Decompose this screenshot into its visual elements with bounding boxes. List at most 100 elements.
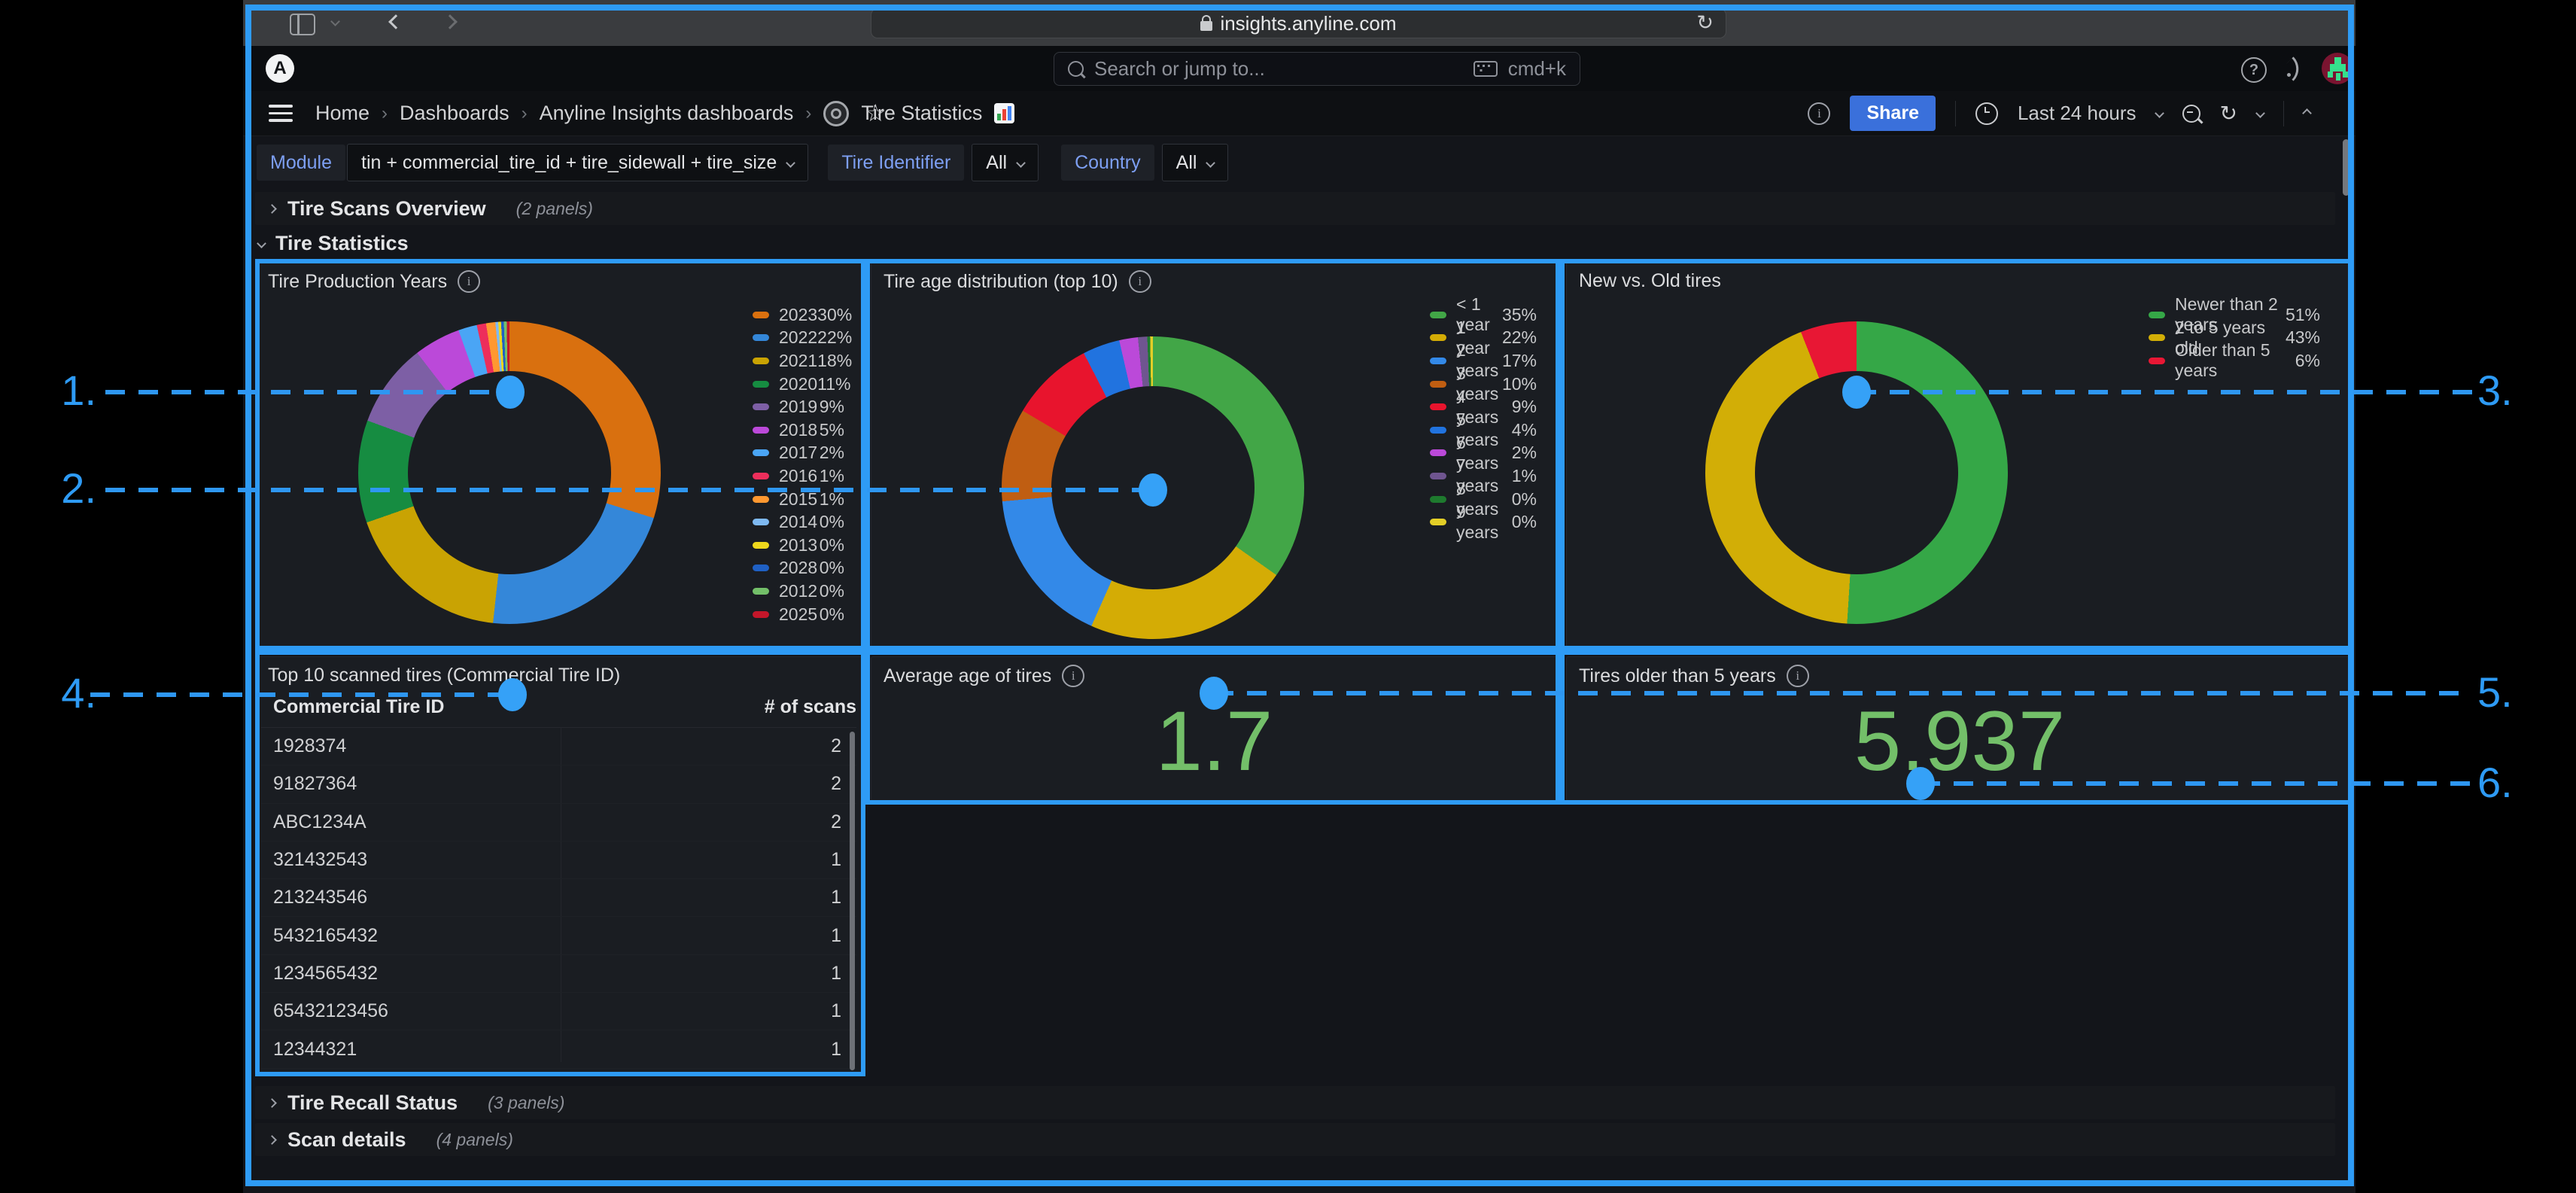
legend-row[interactable]: 5 years 4% [1430,409,1537,449]
legend-row[interactable]: 7 years 1% [1430,455,1537,495]
cell-scan-count: 2 [831,735,841,757]
legend-value: 51% [2285,304,2320,324]
toolbar-actions: i Share Last 24 hours ↻ [1808,91,2312,135]
annotation-dot-1 [496,376,525,409]
user-avatar[interactable] [2322,53,2353,84]
table-row: 213243546 1 [261,879,856,918]
legend-row[interactable]: 9 years 0% [1430,502,1537,542]
legend-row[interactable]: 2017 2% [753,442,844,465]
legend-row[interactable]: < 1 year 35% [1430,294,1537,334]
share-button[interactable]: Share [1850,96,1936,131]
row-tire-scans-overview[interactable]: Tire Scans Overview (2 panels) [255,192,2335,225]
breadcrumb-folder[interactable]: Anyline Insights dashboards [539,102,794,124]
cell-scan-count: 1 [831,962,841,984]
table-scrollbar[interactable] [850,732,855,1070]
legend-row[interactable]: 2021 18% [753,349,852,373]
legend-row[interactable]: 2012 0% [753,580,844,603]
row-tire-statistics[interactable]: Tire Statistics [257,232,409,255]
reload-icon[interactable]: ↻ [1696,11,1714,34]
zoom-out-icon[interactable] [2182,104,2200,123]
legend-row[interactable]: 2020 11% [753,373,851,396]
legend-row[interactable]: 2016 1% [753,464,844,488]
legend-label: Older than 5 years [2175,340,2270,381]
legend-label: 2021 [779,350,818,370]
back-icon[interactable] [388,14,403,29]
news-rss-icon[interactable] [2283,57,2305,80]
org-logo[interactable]: A [266,54,294,83]
help-icon[interactable]: ? [2241,57,2267,83]
legend-color-pill [1430,380,1446,388]
column-num-scans[interactable]: # of scans [764,696,856,717]
filter-value-module[interactable]: tin + commercial_tire_id + tire_sidewall… [347,144,809,181]
table-row: 12344321 1 [261,1030,856,1069]
tire-wheel-icon [823,100,850,126]
legend-row[interactable]: 8 years 0% [1430,479,1537,519]
cell-scan-count: 2 [831,811,841,832]
legend-color-pill [2149,311,2165,318]
legend-row[interactable]: 2023 30% [753,303,852,327]
info-icon[interactable]: i [1062,665,1085,687]
legend-row[interactable]: 2028 0% [753,557,844,580]
breadcrumb-home[interactable]: Home [315,102,370,124]
annotation-label-5: 5. [2477,668,2513,716]
page-scrollbar[interactable] [2343,139,2349,196]
filter-value-tire-identifier[interactable]: All [972,144,1039,181]
sidebar-toggle-icon[interactable] [290,14,315,35]
legend-row[interactable]: 2018 5% [753,418,844,442]
legend-row[interactable]: 2013 0% [753,534,844,557]
info-icon[interactable]: i [1128,270,1151,293]
legend-label: 2025 [779,604,818,624]
legend-row[interactable]: 6 years 2% [1430,433,1537,473]
legend-value: 6% [2295,350,2320,370]
legend-row[interactable]: Newer than 2 years 51% [2149,294,2320,334]
column-commercial-tire-id[interactable]: Commercial Tire ID [273,696,445,717]
search-input[interactable]: Search or jump to... cmd+k [1054,52,1580,86]
row-tire-recall-status[interactable]: Tire Recall Status (3 panels) [255,1086,2335,1119]
menu-icon[interactable] [269,105,293,122]
donut-new-vs-old[interactable] [1705,321,2008,624]
url-text: insights.anyline.com [1220,11,1397,35]
collapse-toolbar-icon[interactable] [2302,108,2312,118]
legend-label: 2019 [779,397,818,417]
info-icon[interactable]: i [458,270,481,293]
legend-row[interactable]: 1 year 22% [1430,318,1537,358]
donut-tire-production-years[interactable] [358,321,661,624]
cell-scan-count: 2 [831,773,841,795]
legend-row[interactable]: 4 years 9% [1430,387,1537,427]
cell-scan-count: 1 [831,1000,841,1022]
legend-label: 3 years [1456,364,1499,404]
dashboard-info-icon[interactable]: i [1808,102,1831,125]
legend-row[interactable]: 3 years 10% [1430,364,1537,403]
table-row: 91827364 2 [261,765,856,804]
legend-color-pill [753,565,769,572]
info-icon[interactable]: i [1786,665,1809,687]
annotation-dot-6 [1906,767,1935,800]
row-scan-details[interactable]: Scan details (4 panels) [255,1123,2335,1156]
legend-row[interactable]: Older than 5 years 6% [2149,340,2320,380]
breadcrumb-current: Tire Statistics [861,102,983,124]
table-row: 1234565432 1 [261,955,856,994]
legend-row[interactable]: 2 years 17% [1430,340,1537,380]
legend-row[interactable]: 2 to 5 years old 43% [2149,318,2320,358]
address-bar[interactable]: insights.anyline.com ↻ [871,8,1726,38]
row-collapse-icon [257,239,266,248]
chevron-down-icon [1016,157,1026,168]
filter-value-country[interactable]: All [1161,144,1229,181]
legend-label: 2012 [779,580,818,601]
legend-row[interactable]: 2014 0% [753,510,844,534]
forward-icon[interactable] [443,14,458,29]
legend-value: 5% [819,419,844,440]
time-range-caret-icon[interactable] [2154,108,2164,118]
legend-row[interactable]: 2022 22% [753,327,852,350]
annotation-label-3: 3. [2477,367,2513,414]
legend-row[interactable]: 2019 9% [753,395,844,418]
toolbar-caret-icon[interactable] [330,17,340,26]
row-expand-icon [267,203,277,214]
legend-row[interactable]: 2025 0% [753,603,844,626]
refresh-icon[interactable]: ↻ [2219,102,2237,125]
favorite-star-icon[interactable]: ☆ [865,99,887,126]
refresh-caret-icon[interactable] [2255,108,2265,118]
breadcrumb-dashboards[interactable]: Dashboards [400,102,509,124]
time-range-picker[interactable]: Last 24 hours [2017,102,2137,124]
